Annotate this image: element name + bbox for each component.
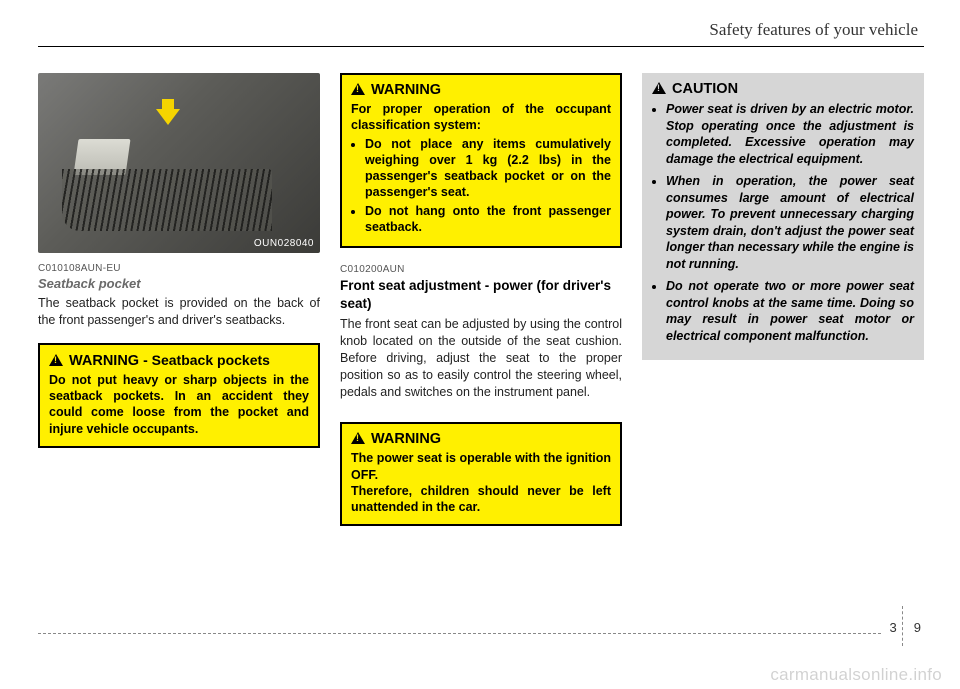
warning-seatback-pockets: WARNING - Seatback pockets Do not put he… <box>38 343 320 448</box>
watermark: carmanualsonline.info <box>770 665 942 685</box>
warning-list: Do not place any items cumulatively weig… <box>351 136 611 236</box>
warning-body: Do not put heavy or sharp objects in the… <box>49 372 309 437</box>
warning-title-row: WARNING <box>351 431 611 447</box>
seatback-pocket-text: The seatback pocket is provided on the b… <box>38 295 320 329</box>
warning-list-item: Do not place any items cumulatively weig… <box>365 136 611 201</box>
front-seat-text: The front seat can be adjusted by using … <box>340 316 622 400</box>
warning-triangle-icon <box>351 432 365 444</box>
page-footer: 3 9 <box>38 620 924 646</box>
caution-list-item: When in operation, the power seat consum… <box>666 173 914 272</box>
photo-code: OUN028040 <box>254 238 314 249</box>
warning-body: For proper operation of the occupant cla… <box>351 101 611 235</box>
content-columns: OUN028040 C010108AUN-EU Seatback pocket … <box>38 73 924 526</box>
column-1: OUN028040 C010108AUN-EU Seatback pocket … <box>38 73 320 526</box>
manual-page: Safety features of your vehicle OUN02804… <box>38 20 924 660</box>
footer-dotted-line <box>38 633 881 634</box>
caution-list: Power seat is driven by an electric moto… <box>652 101 914 344</box>
seatback-pocket-photo: OUN028040 <box>38 73 320 253</box>
caution-power-seat: CAUTION Power seat is driven by an elect… <box>642 73 924 360</box>
warning-body: The power seat is operable with the igni… <box>351 450 611 515</box>
caution-list-item: Do not operate two or more power seat co… <box>666 278 914 344</box>
warning-power-seat-ignition: WARNING The power seat is operable with … <box>340 422 622 526</box>
front-seat-heading: Front seat adjustment - power (for drive… <box>340 277 622 312</box>
warning-subtitle: - Seatback pockets <box>143 352 270 368</box>
page-number: 9 <box>911 620 924 646</box>
warning-label: WARNING <box>69 353 139 369</box>
page-number-separator <box>902 606 909 646</box>
page-header: Safety features of your vehicle <box>38 20 924 46</box>
warning-triangle-icon <box>49 354 63 366</box>
caution-body: Power seat is driven by an electric moto… <box>652 101 914 344</box>
reference-code: C010200AUN <box>340 264 622 275</box>
caution-list-item: Power seat is driven by an electric moto… <box>666 101 914 167</box>
warning-line: Therefore, children should never be left… <box>351 483 611 516</box>
arrow-indicator-icon <box>156 109 180 125</box>
caution-title-row: CAUTION <box>652 81 914 97</box>
warning-triangle-icon <box>351 83 365 95</box>
warning-occupant-classification: WARNING For proper operation of the occu… <box>340 73 622 248</box>
reference-code: C010108AUN-EU <box>38 263 320 274</box>
warning-label: WARNING <box>371 82 441 98</box>
seatback-pocket-heading: Seatback pocket <box>38 276 320 291</box>
header-rule <box>38 46 924 47</box>
caution-triangle-icon <box>652 82 666 94</box>
warning-title-row: WARNING <box>351 82 611 98</box>
caution-label: CAUTION <box>672 81 738 97</box>
column-2: WARNING For proper operation of the occu… <box>340 73 622 526</box>
warning-line: The power seat is operable with the igni… <box>351 450 611 483</box>
warning-title-row: WARNING - Seatback pockets <box>49 352 309 369</box>
page-numbers: 3 9 <box>881 620 924 646</box>
column-3: CAUTION Power seat is driven by an elect… <box>642 73 924 526</box>
warning-label: WARNING <box>371 431 441 447</box>
warning-list-item: Do not hang onto the front passenger sea… <box>365 203 611 236</box>
page-section-number: 3 <box>887 620 900 646</box>
warning-lead: For proper operation of the occupant cla… <box>351 101 611 134</box>
